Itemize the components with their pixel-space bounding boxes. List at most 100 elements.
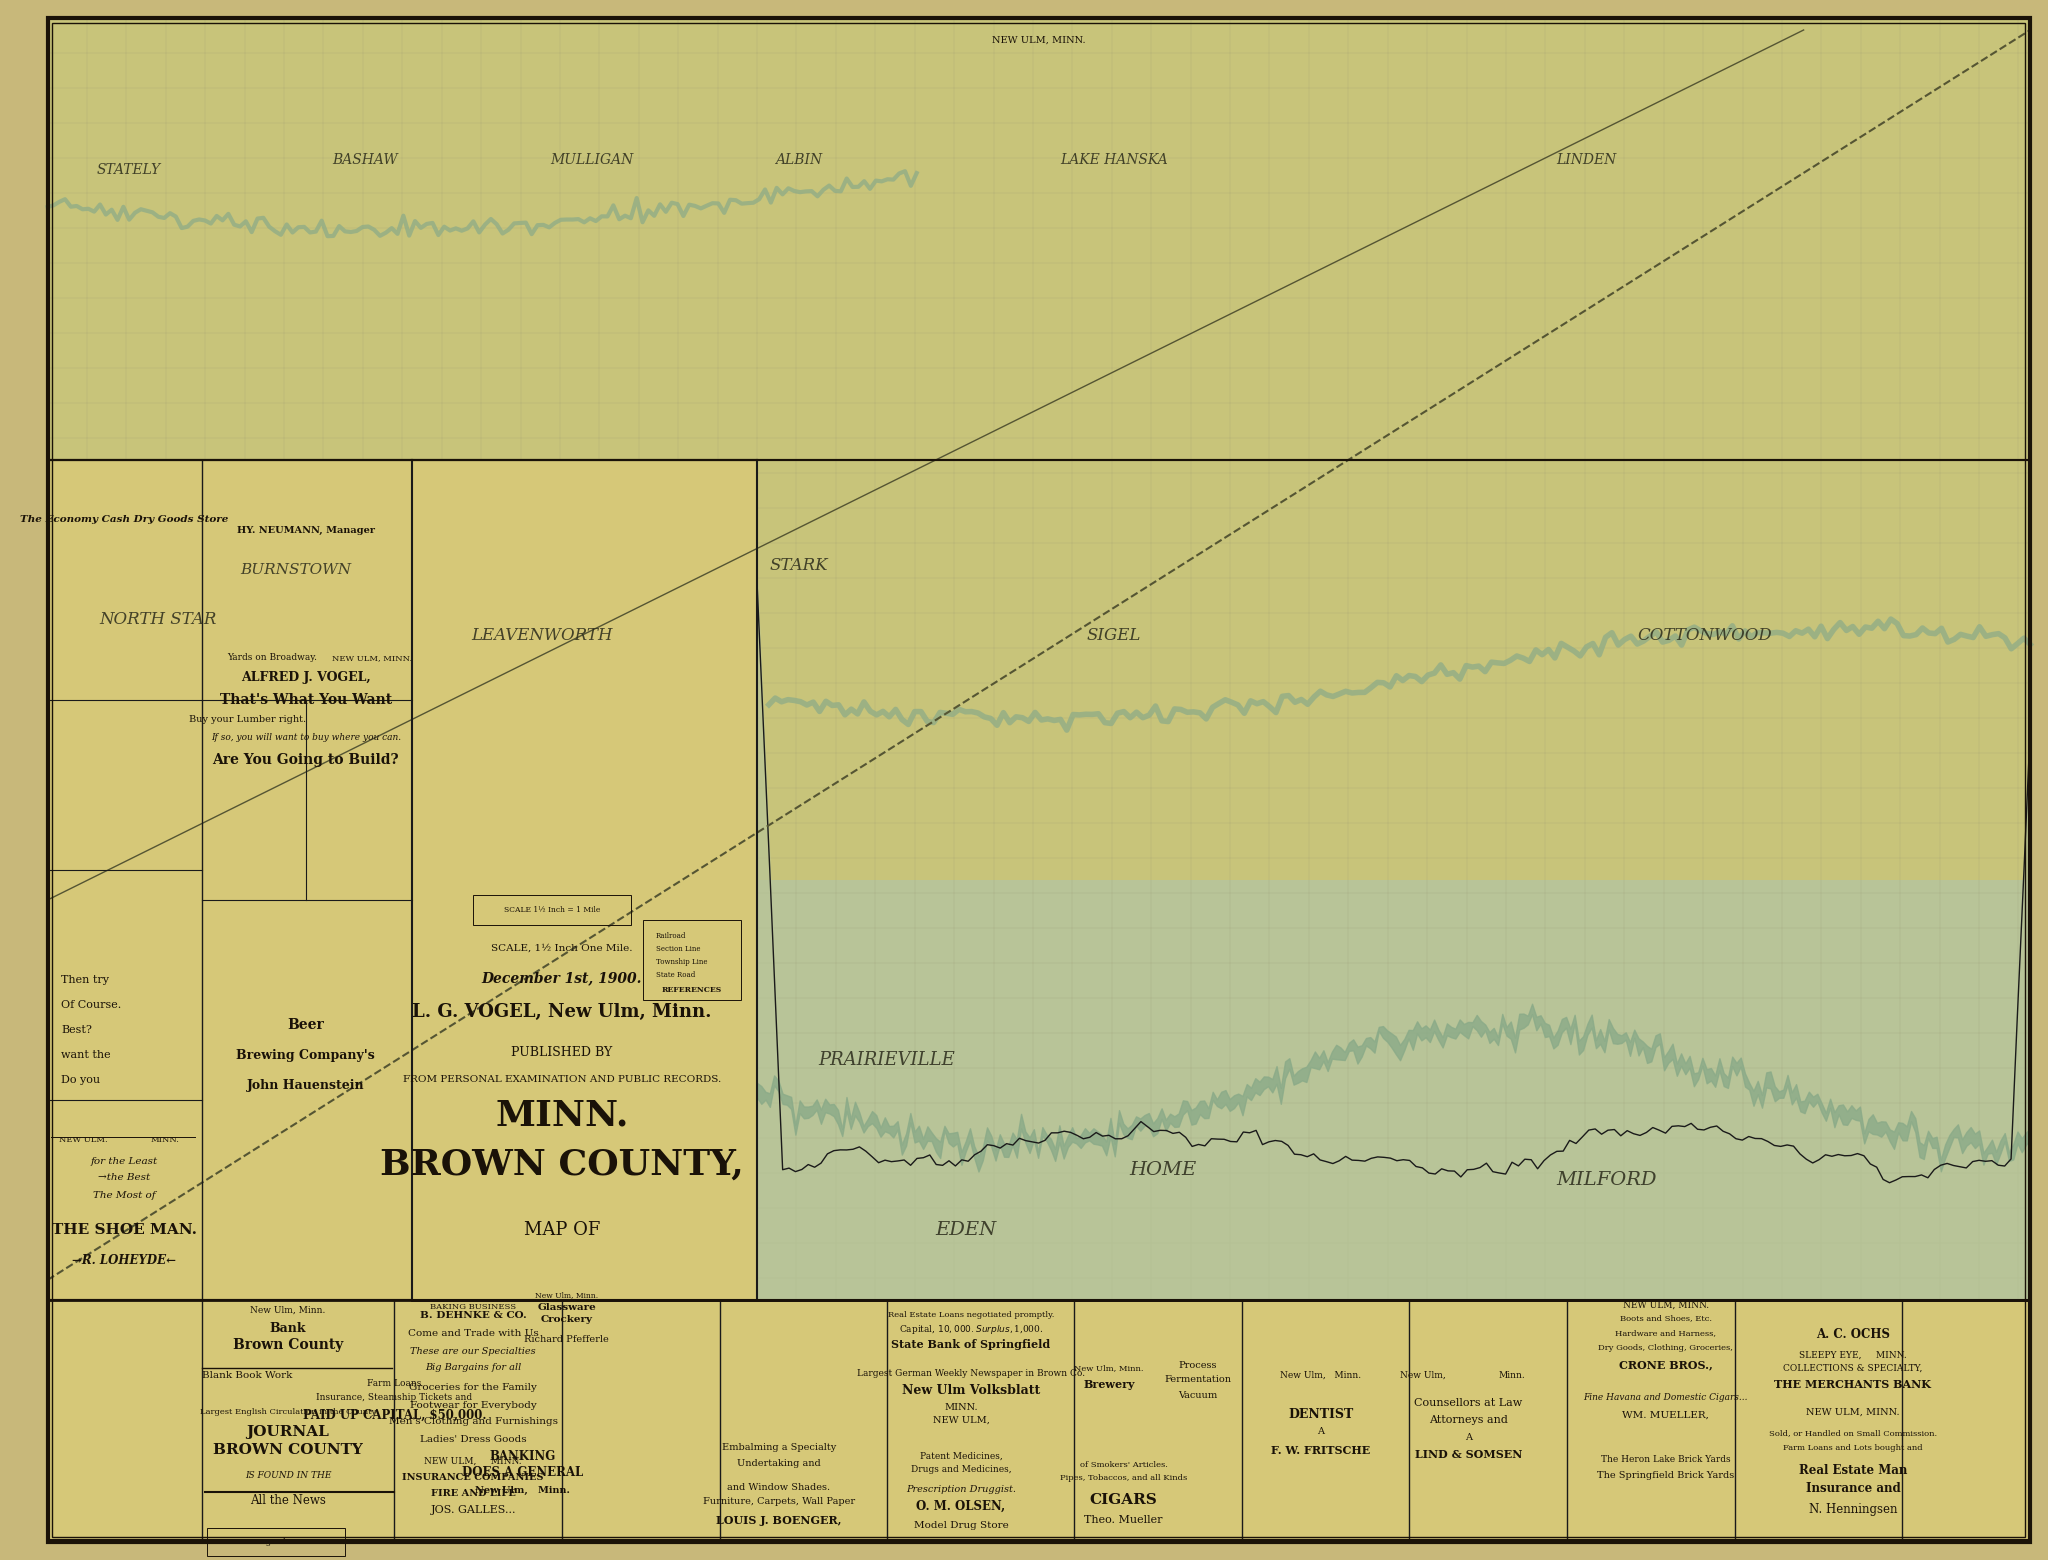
Text: B. DEHNKE & CO.: B. DEHNKE & CO. [420,1310,526,1320]
Text: Glassware: Glassware [537,1304,596,1312]
Text: Drugs and Medicines,: Drugs and Medicines, [911,1465,1012,1474]
Text: Fine Havana and Domestic Cigars...: Fine Havana and Domestic Cigars... [1583,1393,1747,1402]
Text: BROWN COUNTY,: BROWN COUNTY, [381,1148,743,1182]
Text: Insurance, Steamship Tickets and: Insurance, Steamship Tickets and [315,1393,473,1402]
Text: The Economy Cash Dry Goods Store: The Economy Cash Dry Goods Store [20,515,229,524]
Text: State Bank of Springfield: State Bank of Springfield [891,1340,1051,1351]
Text: Yards on Broadway.: Yards on Broadway. [227,654,317,663]
Text: New Ulm, Minn.: New Ulm, Minn. [250,1306,326,1315]
Text: New Ulm Volksblatt: New Ulm Volksblatt [901,1384,1040,1396]
Text: Hardware and Harness,: Hardware and Harness, [1616,1329,1716,1337]
Text: Brewing Company's: Brewing Company's [236,1048,375,1061]
Text: PUBLISHED BY: PUBLISHED BY [512,1045,612,1059]
Text: Undertaking and: Undertaking and [737,1459,821,1468]
Text: New Ulm,: New Ulm, [1399,1371,1446,1379]
Text: Footwear for Everybody: Footwear for Everybody [410,1401,537,1410]
Text: PAID UP CAPITAL, $50,000.: PAID UP CAPITAL, $50,000. [303,1409,485,1421]
Text: December 1st, 1900.: December 1st, 1900. [481,970,643,984]
Text: F. W. FRITSCHE: F. W. FRITSCHE [1272,1445,1370,1455]
Text: HY. NEUMANN, Manager: HY. NEUMANN, Manager [238,526,375,535]
Text: IS FOUND IN THE: IS FOUND IN THE [244,1471,332,1479]
Text: STARK: STARK [770,557,827,574]
Text: New Ulm, Minn.: New Ulm, Minn. [535,1292,598,1299]
Text: Groceries for the Family: Groceries for the Family [410,1384,537,1393]
Text: Beer: Beer [287,1019,324,1033]
Text: Process: Process [1178,1360,1217,1370]
Text: Largest German Weekly Newspaper in Brown Co.: Largest German Weekly Newspaper in Brown… [856,1370,1085,1379]
Text: Best?: Best? [61,1025,92,1034]
Text: PRAIRIEVILLE: PRAIRIEVILLE [819,1051,956,1069]
Text: A. C. OCHS: A. C. OCHS [1817,1329,1890,1342]
Text: Theo. Mueller: Theo. Mueller [1083,1515,1163,1526]
Text: New Ulm,   Minn.: New Ulm, Minn. [1280,1371,1362,1379]
Text: INSURANCE COMPANIES: INSURANCE COMPANIES [403,1473,545,1482]
Text: The Most of: The Most of [92,1190,156,1200]
Text: MAP OF: MAP OF [524,1221,600,1239]
Text: Largest English Circulation in the County: Largest English Circulation in the Count… [201,1409,377,1416]
Text: MULLIGAN: MULLIGAN [549,153,633,167]
Text: New Ulm,   Minn.: New Ulm, Minn. [475,1485,569,1494]
Text: Then try: Then try [61,975,109,984]
Text: All the News: All the News [250,1493,326,1507]
Text: FROM PERSONAL EXAMINATION AND PUBLIC RECORDS.: FROM PERSONAL EXAMINATION AND PUBLIC REC… [403,1075,721,1084]
Text: Real Estate Man: Real Estate Man [1798,1463,1907,1476]
Text: REFERENCES: REFERENCES [662,986,723,994]
Bar [412,460,758,1299]
Text: That's What You Want: That's What You Want [219,693,391,707]
Bar [47,460,412,1299]
Text: BROWN COUNTY: BROWN COUNTY [213,1443,362,1457]
Bar [643,920,741,1000]
Text: LOUIS J. BOENGER,: LOUIS J. BOENGER, [717,1515,842,1526]
Bar [473,895,631,925]
Bar [758,880,2030,1299]
Text: Boots and Shoes, Etc.: Boots and Shoes, Etc. [1620,1314,1712,1321]
Text: Sold, or Handled on Small Commission.: Sold, or Handled on Small Commission. [1769,1429,1937,1437]
Text: Dry Goods, Clothing, Groceries,: Dry Goods, Clothing, Groceries, [1597,1345,1733,1353]
Text: Bank: Bank [270,1321,307,1334]
Text: Brewery: Brewery [1083,1379,1135,1390]
Text: Township Line: Township Line [655,958,707,966]
Text: DENTIST: DENTIST [1288,1409,1354,1421]
Text: NORTH STAR: NORTH STAR [98,612,217,629]
Text: FIRE AND LIFE: FIRE AND LIFE [430,1488,516,1498]
Text: Embalming a Specialty: Embalming a Specialty [721,1443,836,1451]
Text: Come and Trade with Us: Come and Trade with Us [408,1329,539,1337]
Text: Farm Loans and Lots bought and: Farm Loans and Lots bought and [1784,1445,1923,1452]
Text: NEW ULM, MINN.: NEW ULM, MINN. [332,654,412,661]
Text: Patent Medicines,: Patent Medicines, [920,1451,1001,1460]
Text: COLLECTIONS & SPECIALTY,: COLLECTIONS & SPECIALTY, [1784,1363,1923,1373]
Text: LEAVENWORTH: LEAVENWORTH [471,627,612,643]
Text: EDEN: EDEN [936,1221,997,1239]
Text: Ladies' Dress Goods: Ladies' Dress Goods [420,1435,526,1445]
Text: BAKING BUSINESS: BAKING BUSINESS [430,1303,516,1310]
Text: A: A [1317,1427,1325,1437]
Text: THE SHOE MAN.: THE SHOE MAN. [51,1223,197,1237]
Text: Insurance and: Insurance and [1806,1482,1901,1494]
Text: Counsellors at Law: Counsellors at Law [1415,1398,1522,1409]
Text: The Heron Lake Brick Yards: The Heron Lake Brick Yards [1602,1455,1731,1465]
Text: LINDEN: LINDEN [1556,153,1618,167]
Text: Vacuum: Vacuum [1178,1390,1217,1399]
Text: Farm Loans: Farm Loans [367,1379,422,1387]
Text: →the Best: →the Best [98,1173,150,1182]
Text: If so, you will want to buy where you can.: If so, you will want to buy where you ca… [211,733,401,743]
Text: A: A [1464,1434,1473,1443]
Text: BANKING: BANKING [489,1449,555,1463]
Text: Men's Clothing and Furnishings: Men's Clothing and Furnishings [389,1418,557,1426]
Text: NEW ULM, MINN.: NEW ULM, MINN. [991,36,1085,45]
Text: NEW ULM, MINN.: NEW ULM, MINN. [1806,1407,1901,1416]
Text: want the: want the [61,1050,111,1059]
Text: L. G. VOGEL, New Ulm, Minn.: L. G. VOGEL, New Ulm, Minn. [412,1003,713,1020]
Text: Fermentation: Fermentation [1163,1376,1231,1385]
Text: THE MERCHANTS BANK: THE MERCHANTS BANK [1774,1379,1931,1390]
Text: State Road: State Road [655,970,694,980]
Text: Capital, $10,000. Surplus, $1,000.: Capital, $10,000. Surplus, $1,000. [899,1323,1042,1337]
Text: SLEEPY EYE,     MINN.: SLEEPY EYE, MINN. [1798,1351,1907,1359]
Text: NEW ULM.: NEW ULM. [59,1136,109,1143]
Text: NEW ULM, MINN.: NEW ULM, MINN. [1622,1301,1708,1309]
Bar [47,19,2030,460]
Text: MILFORD: MILFORD [1556,1172,1657,1189]
Text: Crockery: Crockery [541,1315,592,1324]
Text: Attorneys and: Attorneys and [1430,1415,1507,1424]
Text: Blank Book Work: Blank Book Work [203,1371,293,1379]
